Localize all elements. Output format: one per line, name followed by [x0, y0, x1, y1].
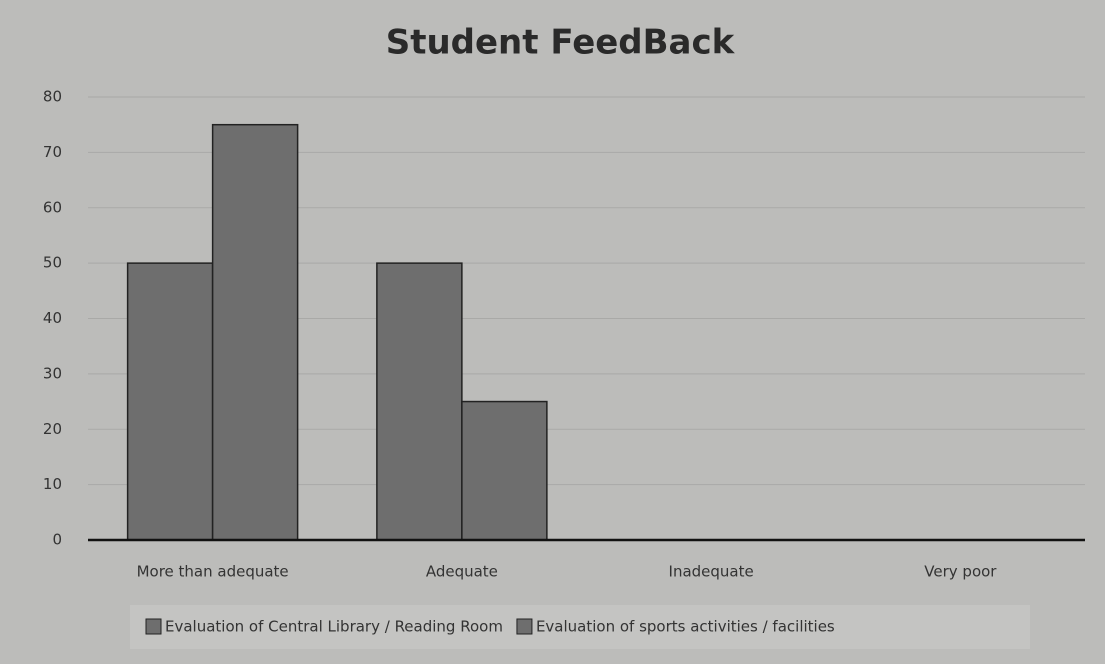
legend-box — [130, 605, 1030, 649]
y-tick-label: 30 — [43, 364, 62, 382]
legend-label: Evaluation of Central Library / Reading … — [165, 618, 503, 636]
x-tick-label: Very poor — [924, 563, 997, 581]
y-tick-label: 80 — [43, 88, 62, 106]
legend-swatch — [516, 618, 533, 635]
y-tick-label: 40 — [43, 309, 62, 327]
x-tick-label: More than adequate — [137, 563, 289, 581]
x-tick-label: Adequate — [426, 563, 498, 581]
legend-label: Evaluation of sports activities / facili… — [536, 618, 835, 636]
chart-title: Student FeedBack — [386, 23, 736, 63]
legend-swatch — [145, 618, 162, 635]
y-tick-label: 60 — [43, 198, 62, 216]
y-tick-label: 20 — [43, 420, 62, 438]
bar — [376, 262, 463, 541]
x-tick-label: Inadequate — [669, 563, 754, 581]
y-tick-label: 70 — [43, 143, 62, 161]
y-tick-label: 0 — [52, 531, 62, 549]
y-tick-label: 50 — [43, 254, 62, 272]
y-tick-label: 10 — [43, 475, 62, 493]
bar — [211, 123, 299, 541]
bar — [461, 400, 548, 541]
bar — [126, 262, 214, 541]
